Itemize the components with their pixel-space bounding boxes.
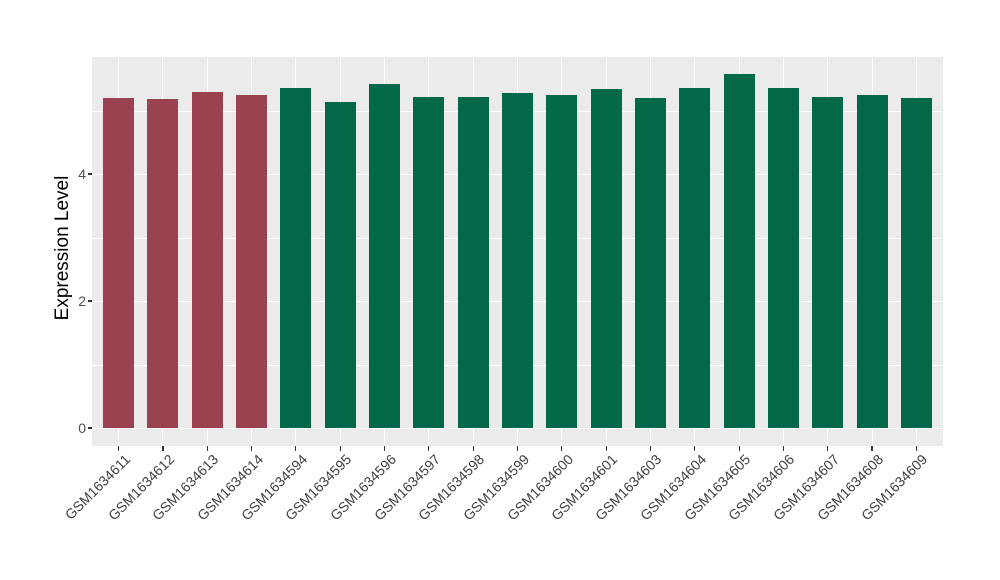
x-tick-mark [472,446,474,451]
x-tick-mark [162,446,164,451]
x-tick-mark [561,446,563,451]
bar-GSM1634613 [191,92,223,428]
x-tick-mark [117,446,120,451]
x-tick-mark [782,446,785,451]
x-tick-mark [649,446,652,451]
bar-GSM1634601 [590,88,622,428]
y-tick-mark [87,300,92,302]
bar-GSM1634599 [502,92,533,428]
bar-GSM1634600 [546,94,578,428]
bar-GSM1634596 [369,84,401,428]
y-tick-mark [87,427,92,429]
bar-GSM1634598 [457,96,489,428]
x-tick-mark [738,446,740,451]
bar-GSM1634604 [679,87,711,428]
x-tick-mark [339,446,341,451]
x-tick-mark [250,446,253,451]
bar-GSM1634597 [413,96,445,428]
x-tick-mark [295,446,297,451]
bar-GSM1634609 [900,98,932,428]
x-tick-mark [516,446,519,451]
bar-GSM1634595 [324,102,356,428]
bar-GSM1634607 [812,97,844,428]
y-tick-label: 4 [78,166,86,182]
x-tick-mark [871,446,873,451]
x-tick-mark [827,446,829,451]
x-tick-mark [694,446,696,451]
y-tick-label: 2 [78,293,86,309]
bar-GSM1634611 [103,97,135,428]
bar-GSM1634594 [280,87,312,428]
plot-panel [92,57,943,446]
bar-GSM1634614 [236,95,268,428]
x-tick-mark [605,446,607,451]
bar-GSM1634608 [856,94,888,428]
bar-GSM1634603 [634,98,666,428]
x-tick-mark [428,446,430,451]
y-tick-mark [87,173,92,175]
bar-GSM1634612 [147,99,179,428]
y-tick-label: 0 [78,420,86,436]
x-tick-mark [383,446,386,451]
bar-GSM1634605 [723,74,755,428]
bar-GSM1634606 [767,87,799,428]
x-tick-mark [915,446,917,451]
x-tick-mark [206,446,208,451]
